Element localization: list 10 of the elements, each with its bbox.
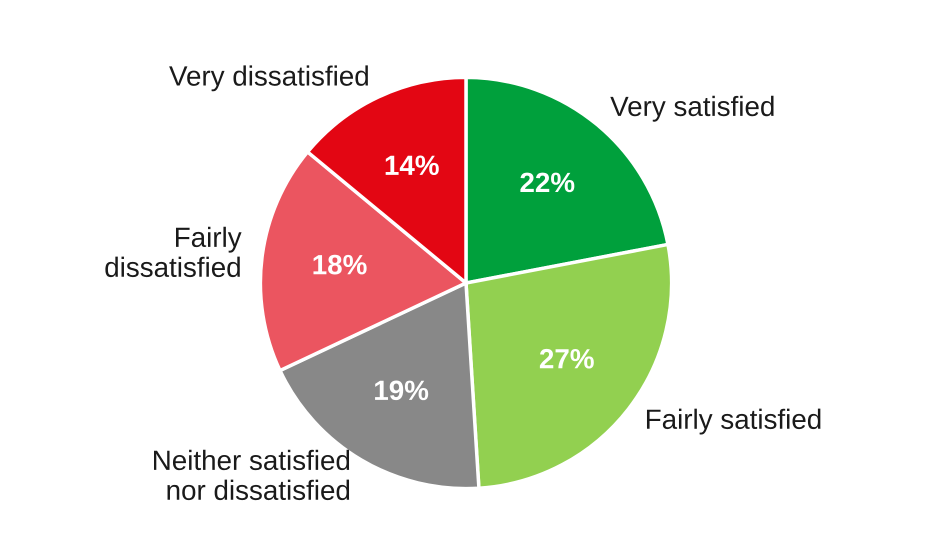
slice-label: Very dissatisfied (169, 65, 368, 92)
data-label: 22% (520, 172, 574, 192)
data-label: 27% (540, 348, 594, 369)
data-label: 14% (386, 156, 439, 176)
slice-label: Fairly dissatisfied (105, 226, 242, 278)
slice-label: Neither satisfied nor dissatisfied (154, 450, 350, 500)
data-label: 19% (375, 380, 428, 400)
slice-label: Fairly satisfied (646, 408, 820, 435)
data-label: 18% (313, 254, 367, 274)
slice-label: Very satisfied (610, 96, 774, 122)
